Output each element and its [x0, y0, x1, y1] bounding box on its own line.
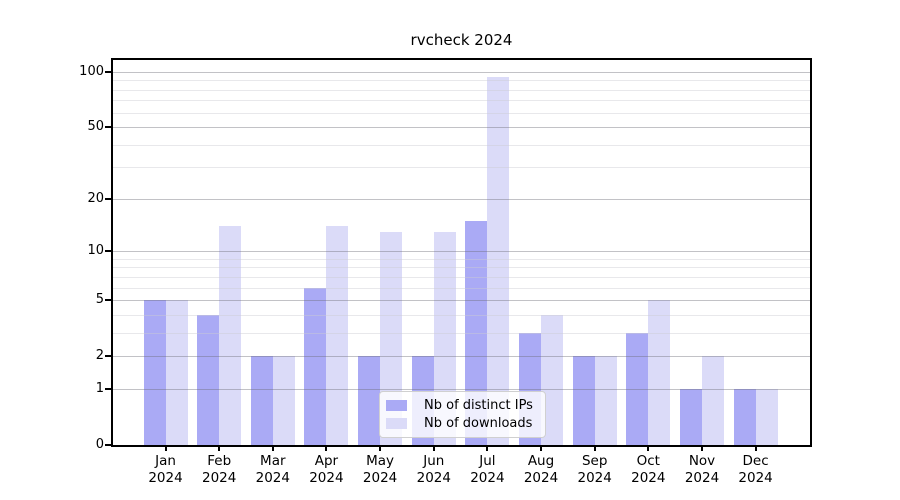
bar-downloads-aug — [541, 314, 564, 445]
plot-area: Nb of distinct IPs Nb of downloads — [113, 60, 810, 445]
gridline-major-2 — [113, 356, 810, 358]
gridline-major-5 — [113, 300, 810, 302]
gridline-major-1 — [113, 389, 810, 390]
y-tick-mark-20 — [105, 197, 111, 200]
bar-distinct-ips-jul — [465, 220, 488, 445]
y-tick-mark-5 — [105, 299, 111, 302]
y-tick-label-5: 5 — [95, 292, 104, 308]
bar-downloads-sep — [594, 356, 617, 445]
x-tick-mark-apr — [325, 445, 328, 451]
y-tick-mark-10 — [105, 250, 111, 253]
bar-distinct-ips-apr — [304, 287, 327, 445]
x-tick-mark-oct — [647, 445, 650, 451]
gridline-minor-8 — [113, 267, 810, 269]
y-tick-label-1: 1 — [95, 381, 104, 396]
bar-downloads-nov — [702, 356, 724, 445]
x-tick-mark-jan — [164, 445, 167, 451]
gridline-minor-9 — [113, 258, 810, 260]
bar-distinct-ips-mar — [250, 356, 273, 445]
y-tick-mark-50 — [105, 126, 111, 129]
x-tick-mark-jun — [432, 445, 435, 451]
gridline-minor-40 — [113, 144, 810, 146]
gridline-minor-6 — [113, 287, 810, 289]
gridline-minor-70 — [113, 100, 810, 102]
y-tick-mark-2 — [105, 355, 111, 358]
legend-swatch-distinct-ips — [386, 399, 407, 411]
legend-swatch-downloads — [386, 418, 407, 430]
x-tick-mark-jul — [486, 445, 489, 451]
gridline-minor-80 — [113, 89, 810, 91]
gridline-minor-7 — [113, 276, 810, 278]
bar-distinct-ips-oct — [626, 332, 649, 445]
bar-downloads-dec — [755, 389, 778, 445]
x-tick-mark-dec — [754, 445, 757, 451]
y-tick-mark-0 — [105, 444, 111, 446]
y-tick-label-10: 10 — [87, 243, 104, 259]
x-tick-mark-feb — [218, 445, 221, 451]
x-tick-mark-may — [379, 445, 382, 451]
gridline-major-10 — [113, 251, 810, 253]
x-tick-label-oct: Oct 2024 — [631, 453, 666, 486]
y-tick-label-0: 0 — [95, 437, 104, 452]
y-tick-label-20: 20 — [87, 190, 104, 206]
legend-item-distinct-ips: Nb of distinct IPs — [386, 398, 537, 413]
bar-downloads-mar — [272, 356, 295, 445]
bar-distinct-ips-dec — [733, 389, 756, 445]
gridline-minor-3 — [113, 332, 810, 334]
bar-downloads-apr — [326, 226, 349, 445]
bar-downloads-jan — [165, 300, 188, 445]
gridline-minor-4 — [113, 314, 810, 316]
x-tick-label-sep: Sep 2024 — [577, 453, 612, 486]
bar-distinct-ips-nov — [680, 389, 702, 445]
gridline-major-20 — [113, 198, 810, 200]
x-tick-label-jan: Jan 2024 — [148, 453, 183, 486]
y-tick-label-100: 100 — [79, 63, 104, 79]
bar-distinct-ips-sep — [572, 356, 595, 445]
y-tick-mark-100 — [105, 70, 111, 73]
x-tick-label-aug: Aug 2024 — [523, 453, 559, 486]
bar-downloads-feb — [219, 226, 242, 445]
x-tick-mark-aug — [540, 445, 542, 451]
x-tick-label-nov: Nov 2024 — [684, 453, 720, 486]
chart-title: rvcheck 2024 — [410, 31, 513, 49]
x-tick-label-may: May 2024 — [362, 453, 398, 486]
x-tick-mark-nov — [701, 445, 703, 451]
gridline-minor-90 — [113, 80, 810, 82]
bar-distinct-ips-jan — [143, 300, 166, 445]
y-tick-mark-1 — [105, 388, 111, 390]
bar-distinct-ips-feb — [197, 314, 220, 445]
bar-downloads-jul — [487, 76, 510, 445]
gridline-minor-30 — [113, 167, 810, 169]
x-tick-label-jun: Jun 2024 — [416, 453, 451, 486]
y-tick-label-50: 50 — [87, 119, 104, 135]
x-tick-label-jul: Jul 2024 — [470, 453, 505, 486]
gridline-major-100 — [113, 71, 810, 73]
x-tick-label-apr: Apr 2024 — [309, 453, 344, 486]
legend-label-downloads: Nb of downloads — [424, 416, 533, 432]
y-tick-label-2: 2 — [95, 348, 104, 364]
legend: Nb of distinct IPs Nb of downloads — [379, 391, 546, 438]
x-tick-label-mar: Mar 2024 — [255, 453, 290, 486]
x-tick-label-dec: Dec 2024 — [738, 453, 773, 486]
x-tick-label-feb: Feb 2024 — [202, 453, 237, 486]
bar-distinct-ips-may — [358, 356, 381, 445]
gridline-minor-60 — [113, 112, 810, 114]
gridline-major-50 — [113, 127, 810, 129]
x-tick-mark-sep — [593, 445, 596, 451]
legend-item-downloads: Nb of downloads — [386, 416, 537, 431]
legend-label-distinct-ips: Nb of distinct IPs — [424, 397, 533, 413]
x-tick-mark-mar — [271, 445, 274, 451]
bar-downloads-oct — [648, 300, 671, 445]
